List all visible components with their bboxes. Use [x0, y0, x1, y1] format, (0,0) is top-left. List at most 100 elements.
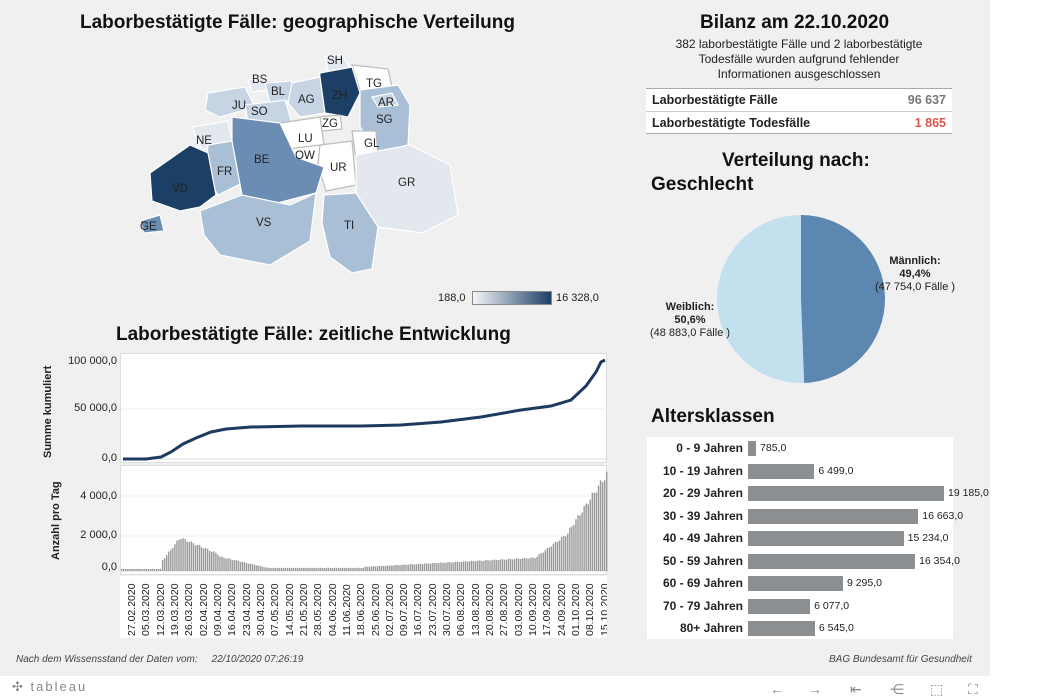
daily-bar[interactable] [284, 567, 287, 571]
daily-bar[interactable] [145, 568, 147, 571]
daily-bar[interactable] [344, 567, 346, 571]
age-bar[interactable] [748, 531, 904, 546]
daily-chart[interactable] [120, 465, 608, 575]
daily-bar[interactable] [595, 492, 598, 571]
daily-bar[interactable] [186, 541, 188, 571]
daily-bar[interactable] [176, 540, 178, 571]
revert-icon[interactable]: ⇤ [850, 681, 862, 697]
daily-bar[interactable] [303, 567, 305, 571]
daily-bar[interactable] [133, 568, 135, 571]
daily-bar[interactable] [577, 515, 579, 571]
daily-bar[interactable] [546, 547, 549, 571]
daily-bar[interactable] [159, 568, 162, 571]
daily-bar[interactable] [468, 561, 471, 571]
daily-bar[interactable] [149, 569, 152, 571]
daily-bar[interactable] [464, 561, 467, 571]
daily-bar[interactable] [376, 566, 379, 571]
daily-bar[interactable] [366, 566, 368, 571]
daily-bar[interactable] [352, 567, 354, 571]
daily-bar[interactable] [260, 566, 262, 571]
daily-bar[interactable] [204, 548, 207, 571]
daily-bar[interactable] [223, 557, 225, 571]
daily-bar[interactable] [123, 568, 125, 571]
daily-bar[interactable] [589, 499, 592, 571]
daily-bar[interactable] [249, 563, 252, 571]
daily-bar[interactable] [540, 553, 542, 571]
daily-bar[interactable] [509, 558, 512, 571]
cumulative-chart-svg[interactable] [121, 354, 608, 464]
daily-bar[interactable] [227, 558, 229, 571]
daily-bar[interactable] [517, 558, 520, 571]
daily-bar[interactable] [565, 536, 567, 571]
daily-bar[interactable] [550, 546, 553, 571]
daily-bar[interactable] [399, 565, 401, 571]
daily-bar[interactable] [380, 565, 383, 571]
daily-bar[interactable] [127, 568, 129, 571]
daily-bar[interactable] [491, 560, 493, 571]
daily-bar[interactable] [389, 565, 391, 571]
daily-bar[interactable] [487, 560, 489, 571]
daily-bar[interactable] [317, 567, 319, 571]
cumulative-chart[interactable] [120, 353, 608, 464]
daily-bar[interactable] [346, 568, 348, 571]
daily-bar[interactable] [470, 560, 473, 571]
daily-bar[interactable] [583, 505, 585, 571]
daily-bar[interactable] [141, 569, 143, 571]
daily-bar[interactable] [221, 556, 223, 571]
daily-bar[interactable] [466, 561, 469, 571]
daily-bar[interactable] [251, 564, 254, 571]
age-bar[interactable] [748, 553, 916, 569]
daily-bar[interactable] [411, 564, 413, 571]
age-row[interactable]: 30 - 39 Jahren 16 663,0 [647, 505, 963, 527]
daily-bar[interactable] [374, 566, 377, 571]
daily-bar[interactable] [538, 554, 540, 571]
age-bar[interactable] [748, 463, 815, 479]
daily-bar[interactable] [599, 480, 602, 571]
download-icon[interactable]: ⬚ [930, 681, 944, 697]
daily-bar[interactable] [168, 551, 170, 571]
daily-bar[interactable] [597, 485, 600, 571]
daily-bar[interactable] [272, 567, 274, 571]
daily-bar[interactable] [350, 567, 352, 571]
daily-bar[interactable] [391, 565, 393, 571]
daily-bar[interactable] [296, 567, 299, 571]
daily-bar[interactable] [475, 561, 477, 571]
daily-bar[interactable] [440, 562, 442, 571]
daily-bar[interactable] [368, 566, 371, 571]
daily-bar[interactable] [427, 563, 430, 571]
daily-bar[interactable] [407, 564, 409, 571]
daily-bar[interactable] [151, 568, 154, 571]
daily-bar[interactable] [432, 563, 434, 571]
daily-bar[interactable] [333, 567, 336, 571]
daily-bar[interactable] [262, 566, 264, 571]
daily-bar[interactable] [348, 567, 350, 571]
daily-bar[interactable] [513, 559, 516, 571]
daily-bar[interactable] [161, 559, 164, 571]
age-bar[interactable] [748, 576, 843, 591]
daily-bar[interactable] [256, 565, 258, 571]
daily-bar[interactable] [397, 565, 399, 571]
age-row[interactable]: 40 - 49 Jahren 15 234,0 [647, 527, 953, 549]
daily-bar[interactable] [575, 519, 577, 571]
daily-bar[interactable] [505, 559, 508, 571]
daily-bar[interactable] [497, 560, 499, 571]
age-row[interactable]: 20 - 29 Jahren 19 185,0 [647, 482, 989, 504]
daily-bar[interactable] [552, 543, 555, 571]
daily-bar[interactable] [499, 559, 501, 571]
daily-bar[interactable] [528, 558, 530, 571]
daily-bar[interactable] [587, 504, 589, 571]
daily-bar[interactable] [403, 564, 405, 571]
daily-bar[interactable] [548, 547, 551, 572]
daily-bar[interactable] [188, 542, 190, 571]
daily-bar[interactable] [157, 568, 160, 571]
daily-bar[interactable] [364, 566, 366, 571]
daily-bar[interactable] [438, 563, 440, 571]
canton-map-svg[interactable]: SH BS BL TG JU ZH AG AR SO SG ZG LU NE G… [120, 45, 600, 285]
daily-bar[interactable] [198, 545, 201, 571]
daily-bar[interactable] [121, 568, 123, 571]
daily-bar[interactable] [370, 566, 373, 572]
daily-bar[interactable] [507, 558, 510, 571]
daily-bar[interactable] [358, 567, 360, 571]
daily-bar[interactable] [245, 562, 248, 571]
daily-bar[interactable] [530, 557, 532, 571]
